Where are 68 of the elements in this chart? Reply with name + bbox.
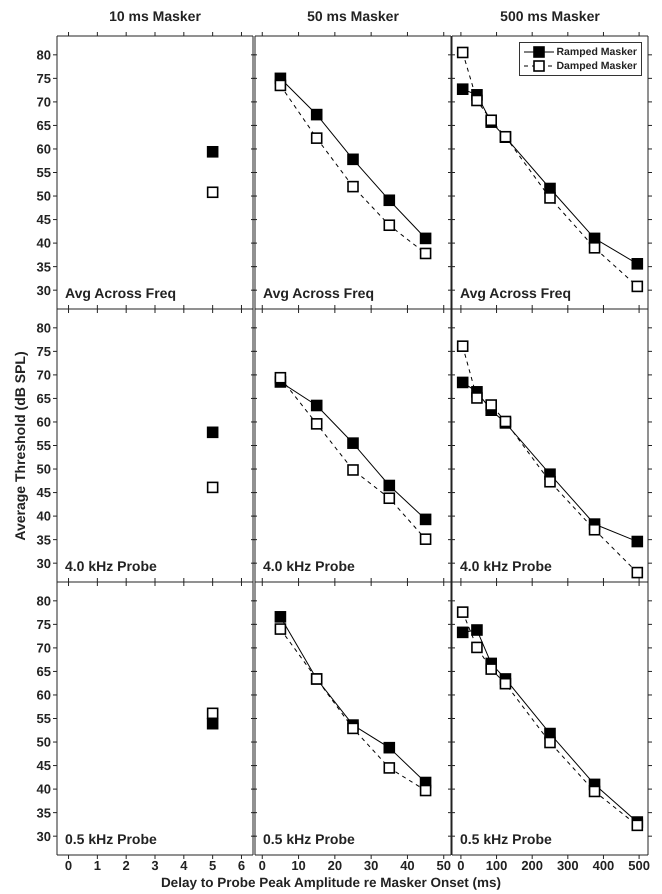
x-tick-label: 4: [180, 858, 188, 874]
y-tick-label: 35: [36, 259, 51, 274]
y-tick-label: 80: [36, 593, 51, 608]
chart-title: 10 ms Masker: [108, 8, 202, 24]
y-tick-label: 40: [36, 782, 51, 797]
y-tick-label: 75: [36, 70, 51, 86]
y-tick-label: 55: [36, 438, 51, 454]
legend-label: Damped Masker: [556, 60, 637, 72]
y-tick-label: 50: [36, 734, 51, 750]
y-tick-label: 50: [36, 188, 51, 204]
y-tick-label: 60: [36, 688, 51, 703]
chart-title: 500 ms Masker: [499, 8, 601, 24]
x-tick-label: 20: [328, 858, 342, 874]
x-tick-label: 1: [94, 858, 101, 874]
x-axis-title: Delay to Probe Peak Amplitude re Masker Onset (ms): [160, 875, 502, 890]
chart-title: 50 ms Masker: [306, 8, 400, 24]
y-tick-label: 70: [36, 640, 51, 656]
legend-label: Ramped Masker: [556, 46, 637, 58]
y-tick-label: 80: [36, 320, 51, 336]
y-tick-label: 30: [36, 556, 51, 571]
x-tick-label: 200: [521, 858, 544, 874]
y-tick-label: 30: [36, 828, 51, 844]
y-tick-label: 60: [36, 142, 51, 157]
annotation: Avg Across Freq: [460, 285, 571, 301]
x-tick-label: 300: [556, 858, 579, 874]
y-tick-label: 75: [36, 616, 51, 632]
x-tick-label: 500: [628, 858, 650, 874]
y-tick-label: 45: [36, 485, 51, 500]
x-tick-label: 2: [122, 858, 130, 874]
x-tick-label: 50: [436, 858, 451, 874]
annotation: Avg Across Freq: [263, 285, 374, 301]
x-tick-label: 0: [457, 858, 465, 874]
y-tick-label: 75: [36, 344, 51, 359]
x-tick-label: 40: [400, 858, 415, 874]
y-tick-label: 40: [36, 236, 51, 251]
x-tick-label: 3: [151, 858, 159, 874]
y-axis-title: Average Threshold (dB SPL): [12, 350, 28, 540]
annotation: 4.0 kHz Probe: [460, 558, 552, 574]
y-tick-label: 40: [36, 508, 51, 524]
x-tick-label: 0: [64, 858, 72, 874]
y-tick-label: 50: [36, 462, 51, 477]
y-tick-label: 80: [36, 47, 51, 62]
annotation: Avg Across Freq: [65, 285, 176, 301]
y-tick-label: 65: [36, 664, 51, 680]
annotation: 4.0 kHz Probe: [263, 558, 355, 574]
y-tick-label: 35: [36, 532, 51, 548]
x-tick-label: 400: [592, 858, 614, 874]
y-tick-label: 35: [36, 805, 51, 820]
annotation: 4.0 kHz Probe: [65, 558, 157, 574]
annotation: 0.5 kHz Probe: [460, 831, 552, 847]
y-tick-label: 55: [36, 165, 51, 180]
y-tick-label: 70: [36, 94, 51, 110]
x-tick-label: 10: [291, 858, 306, 874]
y-tick-label: 65: [36, 118, 51, 134]
x-tick-label: 100: [486, 858, 508, 874]
annotation: 0.5 kHz Probe: [263, 831, 355, 847]
y-tick-label: 65: [36, 391, 51, 406]
y-tick-label: 70: [36, 368, 51, 383]
y-tick-label: 30: [36, 282, 51, 298]
y-tick-label: 60: [36, 414, 51, 430]
y-tick-label: 55: [36, 711, 51, 726]
x-tick-label: 6: [238, 858, 246, 874]
y-tick-label: 45: [36, 212, 51, 228]
x-tick-label: 0: [258, 858, 266, 874]
annotation: 0.5 kHz Probe: [65, 831, 157, 847]
y-tick-label: 45: [36, 758, 51, 774]
x-tick-label: 5: [209, 858, 216, 874]
x-tick-label: 30: [364, 858, 378, 874]
